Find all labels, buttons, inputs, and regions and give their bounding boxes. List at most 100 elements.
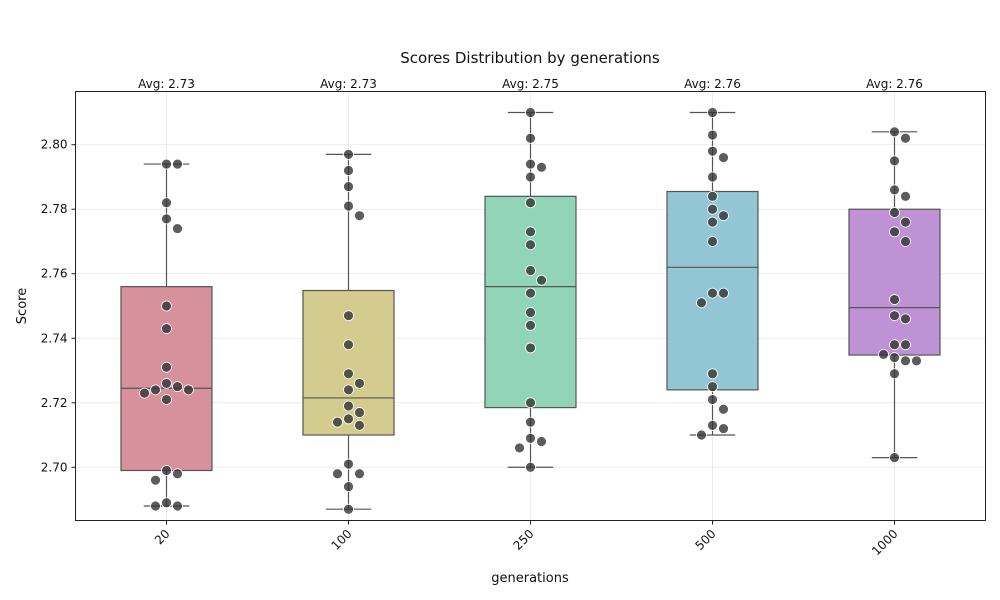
- y-tick-label: 2.70: [41, 460, 68, 474]
- data-point: [536, 161, 547, 173]
- data-point: [707, 190, 718, 202]
- data-point: [161, 378, 172, 389]
- data-point: [707, 145, 718, 157]
- data-point: [343, 165, 354, 176]
- data-point: [900, 190, 911, 202]
- data-point: [707, 419, 718, 431]
- data-point: [354, 407, 365, 418]
- data-point: [354, 378, 365, 389]
- x-tick-label: 20: [152, 527, 173, 548]
- data-point: [525, 342, 536, 354]
- data-point: [150, 474, 161, 486]
- data-point: [183, 384, 194, 396]
- y-tick-label: 2.72: [41, 396, 68, 410]
- data-point: [343, 413, 354, 425]
- data-point: [536, 274, 547, 286]
- data-point: [525, 432, 536, 444]
- data-point: [161, 497, 172, 509]
- data-point: [707, 381, 718, 393]
- data-point: [900, 132, 911, 144]
- data-point: [718, 152, 729, 164]
- chart-title: Scores Distribution by generations: [400, 49, 660, 67]
- average-labels: Avg: 2.73 Avg: 2.73 Avg: 2.75 Avg: 2.76 Avg:…: [138, 77, 923, 91]
- data-point: [900, 339, 911, 351]
- data-point: [707, 368, 718, 380]
- data-point: [718, 210, 729, 222]
- data-point: [525, 239, 536, 251]
- data-point: [707, 107, 718, 118]
- average-label: Avg: 2.73: [320, 77, 377, 91]
- data-point: [900, 236, 911, 247]
- y-tick-label: 2.76: [41, 267, 68, 281]
- data-point: [525, 461, 536, 473]
- data-point: [536, 436, 547, 447]
- data-point: [707, 394, 718, 405]
- data-point: [343, 458, 354, 470]
- x-axis: 20 100 250 500 1000: [152, 520, 901, 558]
- data-point: [332, 468, 343, 480]
- data-point: [889, 184, 900, 196]
- y-tick-label: 2.78: [41, 202, 68, 216]
- average-label: Avg: 2.75: [502, 77, 559, 91]
- data-point: [889, 207, 900, 218]
- data-point: [889, 352, 900, 364]
- data-point: [150, 384, 161, 396]
- y-axis: 2.70 2.72 2.74 2.76 2.78 2.80: [41, 138, 76, 474]
- data-point: [696, 297, 707, 309]
- data-point: [889, 226, 900, 238]
- data-point: [525, 107, 536, 118]
- data-point: [343, 368, 354, 380]
- data-point: [332, 416, 343, 428]
- data-point: [343, 310, 354, 322]
- data-point: [172, 468, 183, 480]
- data-point: [900, 216, 911, 228]
- data-point: [161, 323, 172, 334]
- data-point: [525, 287, 536, 299]
- data-point: [172, 381, 183, 393]
- data-point: [172, 223, 183, 234]
- data-point: [707, 287, 718, 299]
- data-point: [525, 265, 536, 276]
- x-tick-label: 100: [329, 527, 355, 553]
- data-point: [707, 129, 718, 141]
- y-axis-label: Score: [15, 288, 30, 324]
- data-point: [718, 403, 729, 415]
- data-point: [889, 126, 900, 138]
- data-point: [161, 465, 172, 476]
- average-label: Avg: 2.73: [138, 77, 195, 91]
- data-point: [525, 171, 536, 183]
- data-point: [172, 500, 183, 512]
- data-point: [161, 213, 172, 225]
- data-point: [525, 197, 536, 209]
- data-point: [161, 394, 172, 405]
- data-point: [878, 348, 889, 360]
- data-point: [354, 419, 365, 431]
- average-label: Avg: 2.76: [866, 77, 923, 91]
- data-point: [161, 361, 172, 373]
- data-point: [525, 307, 536, 318]
- data-point: [525, 319, 536, 331]
- x-tick-label: 1000: [869, 527, 900, 558]
- data-point: [889, 155, 900, 167]
- data-point: [525, 397, 536, 409]
- data-point: [525, 132, 536, 144]
- y-tick-label: 2.80: [41, 138, 68, 152]
- data-point: [343, 481, 354, 493]
- data-point: [139, 387, 150, 399]
- data-point: [354, 210, 365, 222]
- data-point: [343, 339, 354, 351]
- data-point: [707, 203, 718, 215]
- points-layer: [139, 107, 922, 515]
- data-point: [900, 355, 911, 367]
- data-point: [343, 400, 354, 412]
- data-point: [707, 216, 718, 228]
- data-point: [889, 294, 900, 305]
- data-point: [889, 339, 900, 351]
- data-point: [343, 148, 354, 160]
- data-point: [911, 355, 922, 367]
- data-point: [343, 384, 354, 396]
- data-point: [525, 226, 536, 238]
- data-point: [161, 197, 172, 209]
- data-point: [343, 181, 354, 193]
